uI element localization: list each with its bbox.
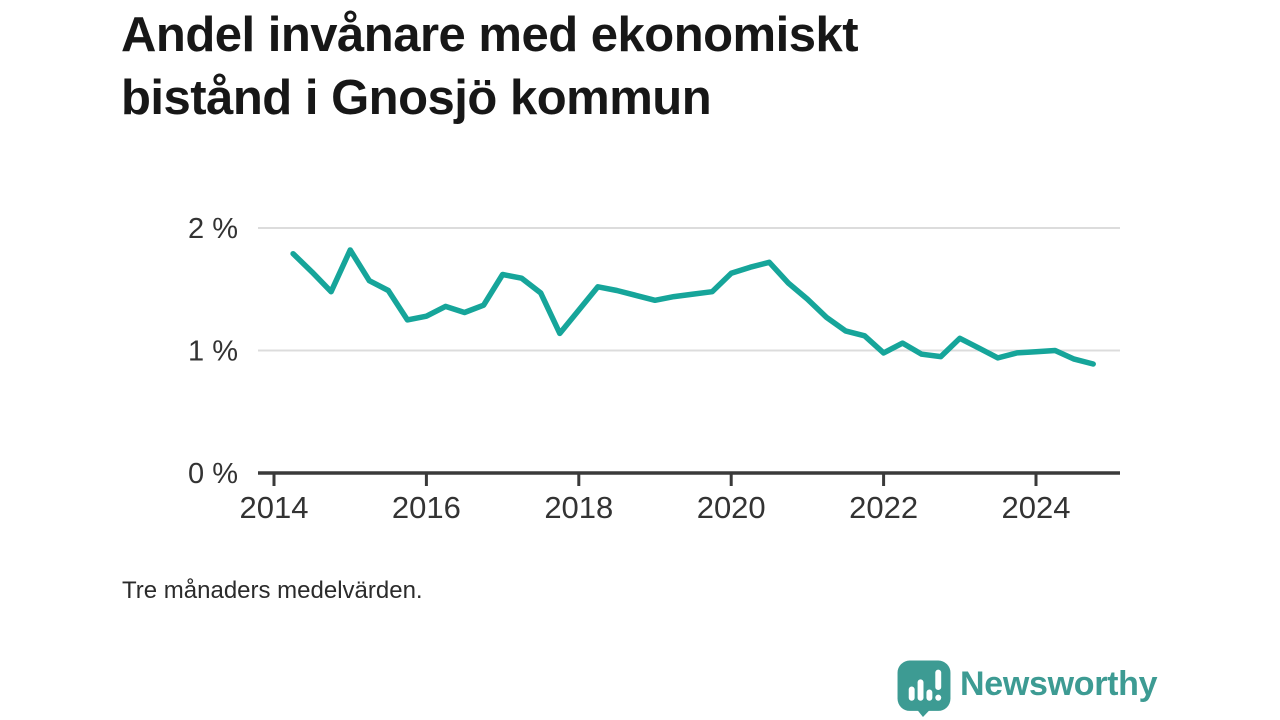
x-tick-label-2024: 2024 [1002,490,1071,525]
chart-title-line2: bistånd i Gnosjö kommun [121,71,712,125]
x-tick-label-2016: 2016 [392,490,461,525]
chart-footnote: Tre månaders medelvärden. [122,577,423,604]
x-tick-label-2020: 2020 [697,490,766,525]
chart-title: Andel invånare med ekonomiskt bistånd i … [121,4,859,130]
newsworthy-logo-icon [897,660,951,717]
y-tick-label-1pct: 1 % [188,336,238,368]
y-tick-label-2pct: 2 % [188,213,238,245]
y-tick-label-0pct: 0 % [188,458,238,490]
chart-title-line1: Andel invånare med ekonomiskt [121,8,859,62]
newsworthy-logo-text: Newsworthy [960,664,1158,703]
newsworthy-logo[interactable]: Newsworthy [897,660,1158,717]
data-line-series [290,247,1096,367]
x-tick-label-2022: 2022 [849,490,918,525]
x-tick-label-2018: 2018 [544,490,613,525]
x-tick-label-2014: 2014 [240,490,309,525]
